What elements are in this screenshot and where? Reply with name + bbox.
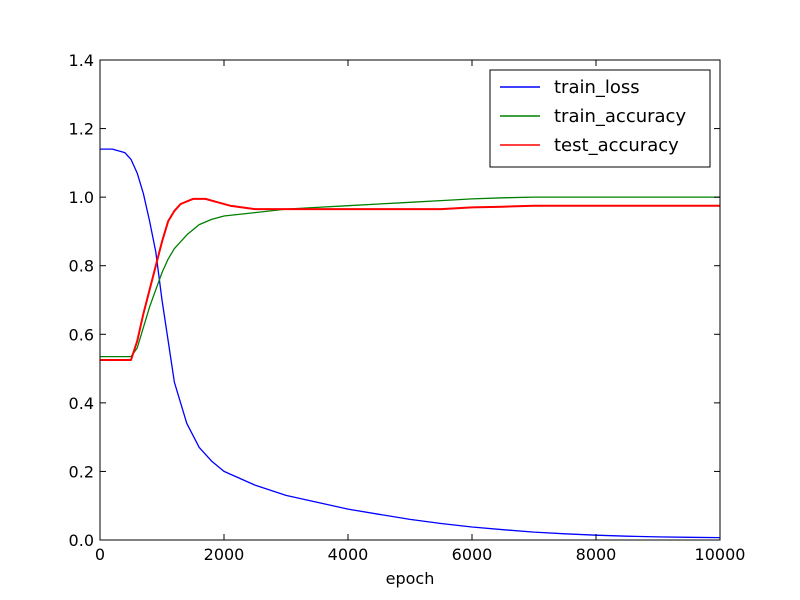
x-axis-label: epoch — [386, 569, 435, 588]
axes-frame — [99, 59, 721, 541]
x-tick-label: 6000 — [452, 545, 493, 564]
series-line-train-loss — [100, 148, 721, 539]
x-tick-label: 2000 — [204, 545, 245, 564]
legend-label-train-accuracy: train_accuracy — [554, 106, 686, 127]
plot-area — [100, 148, 721, 539]
y-tick-label: 1.0 — [69, 188, 94, 207]
series-line-test-accuracy — [100, 197, 720, 361]
y-tick-label: 0.0 — [69, 531, 94, 550]
y-tick-label: 0.8 — [69, 257, 94, 276]
legend-label-test-accuracy: test_accuracy — [554, 135, 679, 156]
y-tick-label: 1.2 — [69, 120, 94, 139]
legend-label-train-loss: train_loss — [554, 77, 640, 98]
x-tick-label: 8000 — [576, 545, 617, 564]
x-tick-label: 4000 — [328, 545, 369, 564]
x-tick-label: 10000 — [695, 545, 746, 564]
legend-box — [489, 69, 711, 168]
y-tick-label: 0.2 — [69, 462, 94, 481]
x-tick-label: 0 — [95, 545, 105, 564]
y-tick-label: 1.4 — [69, 51, 94, 70]
y-tick-label: 0.4 — [69, 394, 94, 413]
y-tick-label: 0.6 — [69, 325, 94, 344]
series-line-train-accuracy — [100, 196, 720, 358]
axis-ticks: 0 2000 4000 6000 8000 10000 0.0 0.2 0.4 0.6 0.8 1.0… — [69, 51, 746, 564]
legend: train_loss train_accuracy test_accuracy — [489, 69, 711, 168]
